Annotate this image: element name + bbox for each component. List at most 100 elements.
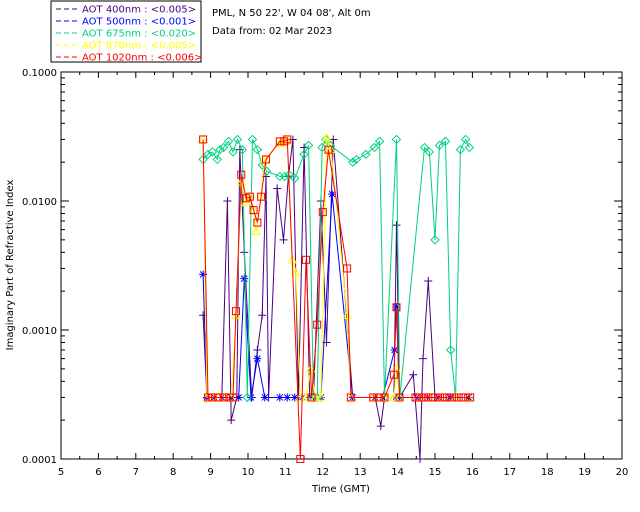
data-point-plus bbox=[409, 370, 418, 379]
data-point-diamond bbox=[430, 235, 440, 245]
data-point-square bbox=[324, 145, 333, 154]
data-point-square bbox=[389, 370, 398, 379]
data-point-square bbox=[296, 455, 305, 463]
x-tick-label: 13 bbox=[354, 467, 367, 478]
data-point-square bbox=[415, 393, 424, 402]
x-tick-label: 16 bbox=[466, 467, 479, 478]
legend-frame bbox=[50, 0, 202, 63]
data-point-square bbox=[438, 393, 447, 402]
series-layer bbox=[198, 132, 475, 463]
data-point-diamond bbox=[299, 149, 309, 160]
data-point-asterisk bbox=[283, 393, 292, 402]
data-point-asterisk bbox=[240, 274, 249, 283]
data-point-asterisk bbox=[328, 190, 337, 199]
data-point-diamond bbox=[242, 392, 252, 403]
data-point-plus bbox=[424, 276, 433, 285]
legend-item: AOT 675nm : <0.020> bbox=[56, 29, 196, 40]
data-point-square bbox=[232, 307, 241, 316]
data-point-square bbox=[208, 393, 217, 402]
data-point-square bbox=[429, 393, 438, 402]
legend-label: AOT 500nm : <0.001> bbox=[82, 17, 196, 28]
data-point-plus bbox=[288, 135, 297, 144]
data-point-diamond bbox=[361, 149, 371, 160]
data-point-diamond bbox=[455, 144, 466, 155]
data-point-square bbox=[452, 393, 461, 402]
data-point-square bbox=[249, 206, 258, 215]
data-point-square bbox=[203, 393, 212, 402]
data-point-square bbox=[301, 255, 310, 264]
x-tick-label: 12 bbox=[316, 467, 329, 478]
data-point-asterisk bbox=[199, 270, 208, 279]
data-point-diamond bbox=[303, 140, 314, 151]
data-point-triangle bbox=[321, 132, 332, 142]
data-point-diamond bbox=[232, 134, 243, 145]
data-point-asterisk bbox=[260, 393, 269, 402]
x-tick-label: 8 bbox=[170, 467, 176, 478]
data-point-square bbox=[457, 393, 466, 402]
data-point-square bbox=[346, 393, 355, 402]
data-point-diamond bbox=[464, 142, 475, 153]
data-point-diamond bbox=[207, 147, 218, 157]
data-point-square bbox=[392, 303, 401, 312]
data-point-square bbox=[447, 393, 456, 402]
data-point-square bbox=[380, 393, 389, 402]
legend-label: AOT 1020nm : <0.006> bbox=[82, 53, 202, 64]
data-point-triangle bbox=[251, 226, 262, 236]
data-point-asterisk bbox=[275, 393, 284, 402]
data-point-plus bbox=[416, 455, 425, 463]
x-tick-label: 5 bbox=[58, 467, 64, 478]
data-point-plus bbox=[279, 235, 288, 244]
data-point-square bbox=[442, 393, 451, 402]
x-tick-label: 7 bbox=[133, 467, 139, 478]
data-point-diamond bbox=[440, 136, 451, 147]
data-point-triangle bbox=[345, 392, 356, 401]
data-point-square bbox=[343, 264, 352, 273]
legend-item: AOT 400nm : <0.005> bbox=[56, 5, 196, 16]
data-point-square bbox=[219, 393, 228, 402]
y-tick-label: 0.0010 bbox=[22, 326, 57, 337]
x-tick-label: 20 bbox=[616, 467, 629, 478]
data-point-diamond bbox=[419, 142, 430, 153]
data-point-diamond bbox=[434, 140, 445, 151]
legend-label: AOT 870nm : <0.005> bbox=[82, 41, 196, 52]
data-point-square bbox=[280, 137, 289, 146]
data-point-square bbox=[318, 208, 327, 217]
x-tick-label: 10 bbox=[242, 467, 255, 478]
data-point-square bbox=[424, 393, 433, 402]
data-point-square bbox=[245, 192, 254, 201]
data-point-plus bbox=[253, 345, 262, 354]
legend-item: AOT 870nm : <0.005> bbox=[56, 41, 196, 52]
data-point-diamond bbox=[391, 134, 402, 145]
legend-label: AOT 400nm : <0.005> bbox=[82, 5, 196, 16]
x-tick-label: 6 bbox=[95, 467, 101, 478]
data-point-triangle bbox=[394, 392, 405, 401]
data-point-square bbox=[237, 170, 246, 179]
data-point-diamond bbox=[228, 147, 238, 157]
plot-area bbox=[60, 71, 623, 460]
x-tick-label: 15 bbox=[429, 467, 442, 478]
x-tick-label: 19 bbox=[578, 467, 591, 478]
y-tick-label: 0.1000 bbox=[22, 68, 57, 79]
x-tick-label: 18 bbox=[541, 467, 554, 478]
data-point-square bbox=[253, 218, 262, 227]
data-point-plus bbox=[223, 197, 232, 205]
legend-item: AOT 500nm : <0.001> bbox=[56, 17, 196, 28]
data-point-plus bbox=[419, 354, 428, 363]
data-point-asterisk bbox=[234, 393, 243, 402]
data-point-diamond bbox=[348, 157, 358, 167]
y-axis-title: Imaginary Part of Refractive Index bbox=[5, 180, 16, 351]
data-point-diamond bbox=[446, 345, 456, 355]
data-point-triangle bbox=[342, 310, 352, 319]
data-point-square bbox=[466, 393, 475, 402]
data-point-triangle bbox=[291, 267, 301, 276]
data-point-square bbox=[313, 320, 322, 329]
data-point-square bbox=[419, 393, 428, 402]
data-point-plus bbox=[376, 422, 385, 431]
data-point-plus bbox=[329, 135, 338, 144]
data-point-diamond bbox=[252, 144, 263, 155]
data-point-triangle bbox=[316, 392, 326, 401]
data-point-diamond bbox=[290, 173, 300, 183]
legend: AOT 400nm : <0.005>AOT 500nm : <0.001>AO… bbox=[50, 0, 202, 64]
y-tick-label: 0.0001 bbox=[22, 455, 57, 466]
